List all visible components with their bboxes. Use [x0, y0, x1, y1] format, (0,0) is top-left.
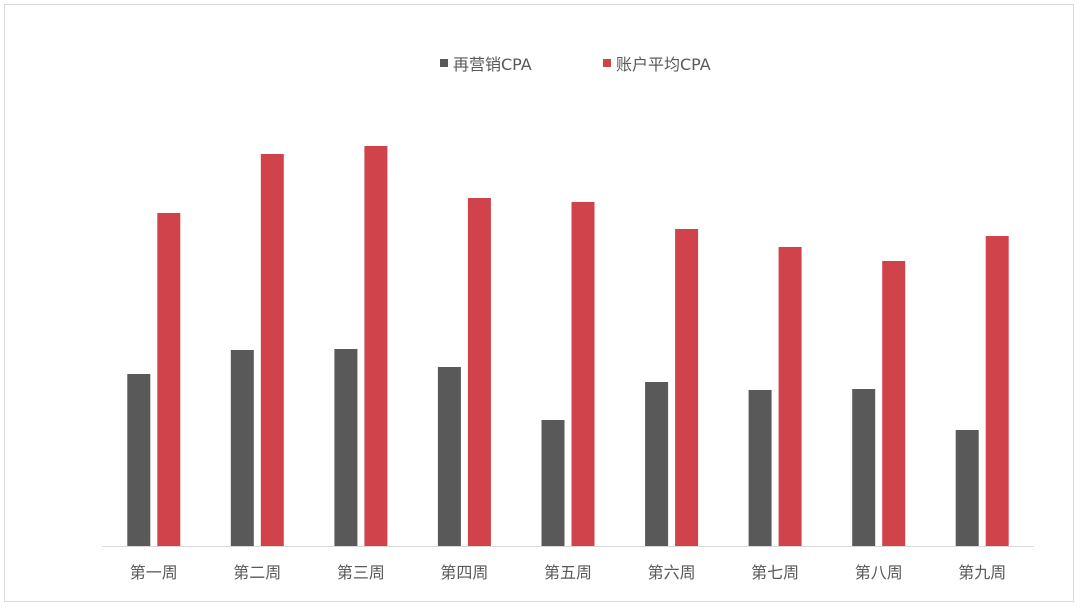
bar-remarketing-cpa-4 — [437, 367, 461, 546]
bar-remarketing-cpa-5 — [541, 420, 565, 546]
bar-account-average-cpa-1 — [157, 213, 181, 546]
bar-remarketing-cpa-8 — [852, 389, 876, 546]
bar-account-average-cpa-9 — [985, 236, 1009, 546]
x-tick-label: 第一周 — [130, 563, 178, 582]
x-tick-label: 第四周 — [440, 563, 488, 582]
legend-swatch-remarketing-cpa — [440, 59, 448, 67]
bar-account-average-cpa-5 — [571, 202, 595, 546]
x-tick-label: 第九周 — [958, 563, 1006, 582]
bar-remarketing-cpa-7 — [748, 390, 772, 546]
bar-account-average-cpa-7 — [778, 247, 802, 546]
bar-account-average-cpa-2 — [260, 154, 284, 546]
legend-label-remarketing-cpa: 再营销CPA — [453, 55, 532, 74]
x-tick-label: 第七周 — [751, 563, 799, 582]
bar-account-average-cpa-4 — [467, 198, 491, 546]
bar-remarketing-cpa-2 — [230, 350, 254, 546]
bar-remarketing-cpa-9 — [955, 430, 979, 546]
legend: 再营销CPA 账户平均CPA — [440, 55, 711, 74]
x-tick-label: 第五周 — [544, 563, 592, 582]
x-tick-label: 第八周 — [855, 563, 903, 582]
legend-swatch-account-average-cpa — [603, 59, 611, 67]
bar-account-average-cpa-6 — [675, 229, 699, 546]
legend-label-account-average-cpa: 账户平均CPA — [616, 55, 711, 74]
bar-remarketing-cpa-1 — [127, 374, 151, 546]
x-tick-label: 第三周 — [337, 563, 385, 582]
bar-remarketing-cpa-3 — [334, 349, 358, 546]
bars-group — [127, 146, 1009, 546]
bar-remarketing-cpa-6 — [645, 382, 669, 546]
x-tick-label: 第六周 — [648, 563, 696, 582]
bar-account-average-cpa-3 — [364, 146, 388, 546]
bar-account-average-cpa-8 — [882, 261, 906, 546]
x-tick-label: 第二周 — [233, 563, 281, 582]
x-axis-ticks: 第一周 第二周 第三周 第四周 第五周 第六周 第七周 第八周 第九周 — [130, 563, 1006, 582]
